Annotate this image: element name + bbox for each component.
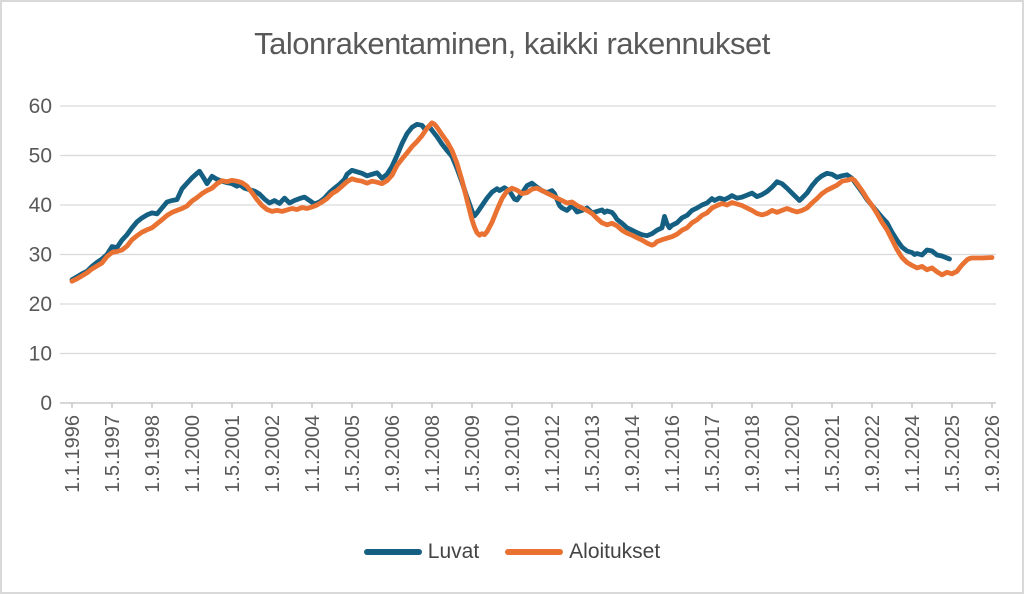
legend: Luvat Aloitukset bbox=[2, 540, 1022, 564]
x-tick-label: 1.9.2002 bbox=[262, 415, 284, 493]
x-tick-label: 1.1.1996 bbox=[62, 415, 84, 493]
x-tick-label: 1.9.1998 bbox=[142, 415, 164, 493]
y-tick-label: 0 bbox=[40, 392, 52, 415]
x-tick-label: 1.9.2010 bbox=[502, 415, 524, 493]
chart-title: Talonrakentaminen, kaikki rakennukset bbox=[254, 26, 770, 61]
luvat-legend-label: Luvat bbox=[427, 540, 480, 563]
x-tick-label: 1.1.2016 bbox=[662, 415, 684, 493]
aloitukset-legend-label: Aloitukset bbox=[569, 540, 661, 563]
luvat-line-swatch bbox=[363, 549, 422, 555]
x-tick-label: 1.9.2022 bbox=[862, 415, 884, 493]
x-tick-label: 1.1.2008 bbox=[422, 415, 444, 493]
y-tick-label: 60 bbox=[29, 95, 52, 118]
x-tick-label: 1.9.2014 bbox=[622, 415, 644, 493]
x-tick-label: 1.9.2006 bbox=[382, 415, 404, 493]
y-tick-label: 20 bbox=[29, 293, 52, 316]
series-line-luvat bbox=[69, 121, 952, 283]
x-axis bbox=[60, 402, 996, 408]
x-tick-label: 1.1.2020 bbox=[782, 415, 804, 493]
series-line-aloitukset bbox=[69, 120, 995, 284]
y-tick-label: 30 bbox=[29, 244, 52, 267]
x-tick-label: 1.1.2024 bbox=[902, 415, 924, 493]
x-tick-label: 1.5.2017 bbox=[702, 415, 724, 493]
y-tick-label: 40 bbox=[29, 194, 52, 217]
x-axis-labels: 1.1.1996 1.5.1997 1.9.1998 1.1.2000 1.5.2001… bbox=[62, 415, 1004, 493]
x-tick-label: 1.5.2001 bbox=[222, 415, 244, 493]
x-tick-label: 1.5.2013 bbox=[582, 415, 604, 493]
x-tick-label: 1.5.2005 bbox=[342, 415, 364, 493]
x-tick-label: 1.5.1997 bbox=[102, 415, 124, 493]
aloitukset-line-swatch bbox=[505, 549, 564, 555]
x-tick-label: 1.1.2012 bbox=[542, 415, 564, 493]
gridlines bbox=[60, 105, 996, 355]
x-tick-label: 1.9.2026 bbox=[982, 415, 1004, 493]
x-tick-label: 1.5.2021 bbox=[822, 415, 844, 493]
y-tick-label: 10 bbox=[29, 343, 52, 366]
x-tick-label: 1.1.2000 bbox=[182, 415, 204, 493]
legend-item-luvat: Luvat bbox=[363, 540, 480, 564]
y-axis-labels: 0 10 20 30 40 50 60 bbox=[29, 95, 52, 415]
x-tick-label: 1.9.2018 bbox=[742, 415, 764, 493]
x-tick-label: 1.5.2025 bbox=[942, 415, 964, 493]
x-tick-label: 1.5.2009 bbox=[462, 415, 484, 493]
x-tick-label: 1.1.2004 bbox=[302, 415, 324, 493]
y-tick-label: 50 bbox=[29, 145, 52, 168]
legend-item-aloitukset: Aloitukset bbox=[505, 540, 660, 564]
